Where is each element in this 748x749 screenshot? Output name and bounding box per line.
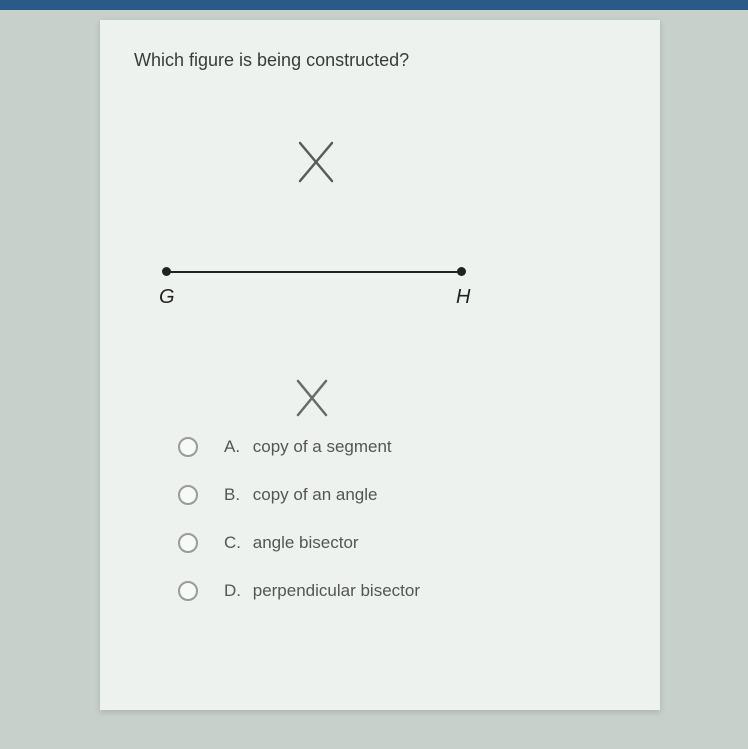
option-d-label: D. perpendicular bisector [224, 581, 420, 601]
option-c[interactable]: C. angle bisector [178, 533, 626, 553]
arc-intersection-top [294, 137, 338, 187]
point-g [162, 267, 171, 276]
radio-b[interactable] [178, 485, 198, 505]
radio-c[interactable] [178, 533, 198, 553]
top-bar [0, 0, 748, 10]
radio-d[interactable] [178, 581, 198, 601]
construction-diagram: G H [134, 91, 564, 431]
segment-gh [166, 271, 462, 273]
option-a-label: A. copy of a segment [224, 437, 392, 457]
question-card: Which figure is being constructed? G H A… [100, 20, 660, 710]
arc-intersection-bottom [292, 375, 332, 421]
option-d[interactable]: D. perpendicular bisector [178, 581, 626, 601]
radio-a[interactable] [178, 437, 198, 457]
question-text: Which figure is being constructed? [134, 50, 626, 71]
option-b[interactable]: B. copy of an angle [178, 485, 626, 505]
answer-options: A. copy of a segment B. copy of an angle… [178, 437, 626, 601]
option-c-label: C. angle bisector [224, 533, 359, 553]
point-h [457, 267, 466, 276]
label-h: H [456, 286, 470, 309]
option-a[interactable]: A. copy of a segment [178, 437, 626, 457]
label-g: G [159, 286, 175, 309]
option-b-label: B. copy of an angle [224, 485, 378, 505]
